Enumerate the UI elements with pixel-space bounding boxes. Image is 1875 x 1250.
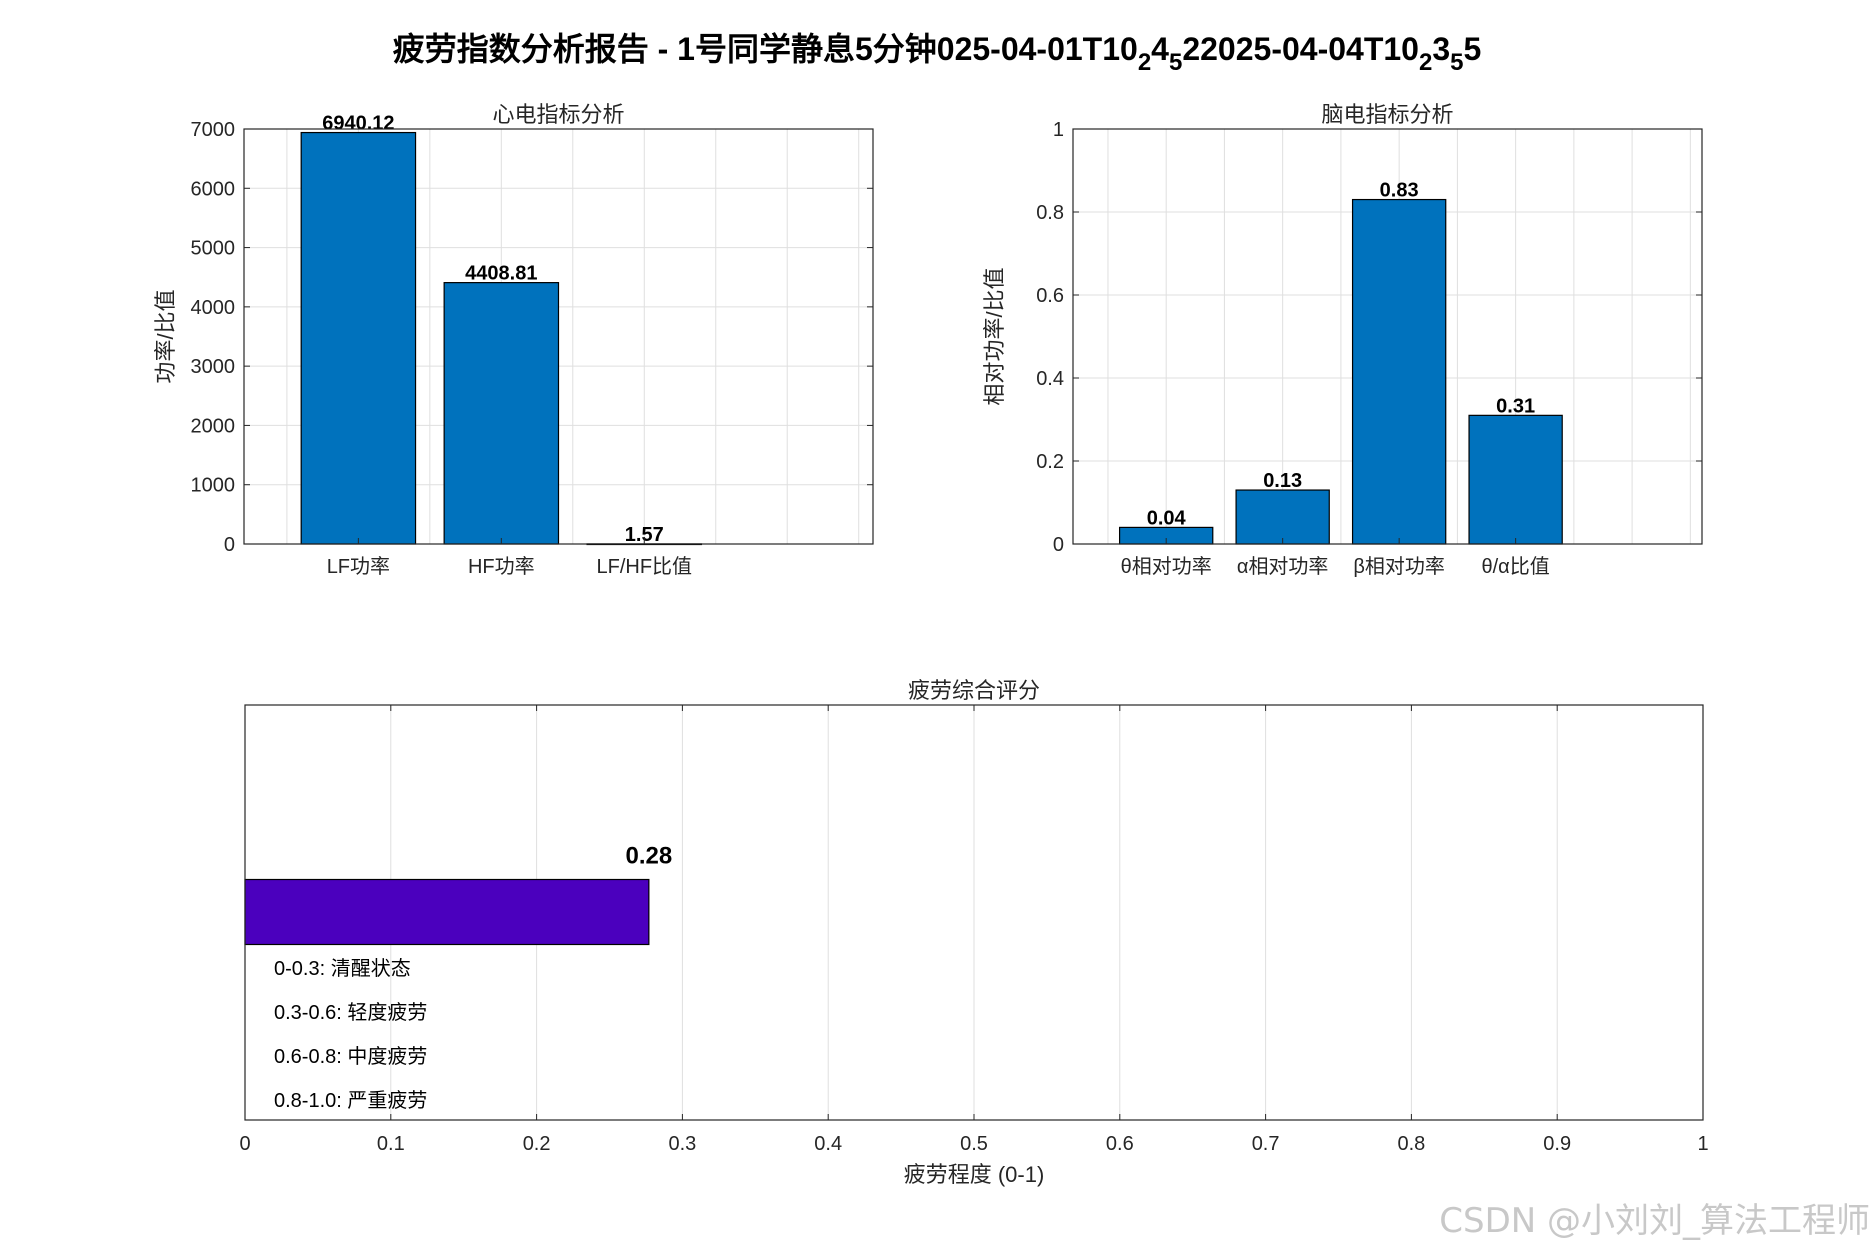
y-tick-label: 6000 bbox=[191, 178, 236, 200]
title-part: 4 bbox=[1151, 31, 1169, 67]
y-tick-label: 0 bbox=[224, 534, 235, 556]
x-tick-label: 0.2 bbox=[523, 1133, 551, 1155]
chart-title: 心电指标分析 bbox=[492, 102, 624, 127]
x-tick-label: α相对功率 bbox=[1237, 555, 1329, 578]
x-tick-label: 0.7 bbox=[1252, 1133, 1280, 1155]
x-tick-label: 0.4 bbox=[814, 1133, 842, 1155]
watermark: CSDN @小刘刘_算法工程师 bbox=[1439, 1201, 1870, 1241]
title-part: 5 bbox=[1450, 49, 1463, 76]
axes-box bbox=[1072, 128, 1703, 545]
y-tick-label: 0.2 bbox=[1036, 451, 1064, 473]
annotation: 0.8-1.0: 严重疲劳 bbox=[274, 1089, 427, 1112]
title-part: 5 bbox=[1463, 31, 1481, 67]
data-label: 1.57 bbox=[625, 524, 664, 546]
data-label: 0.13 bbox=[1263, 470, 1302, 492]
y-tick-label: 1000 bbox=[191, 475, 236, 497]
data-label: 0.31 bbox=[1496, 395, 1535, 417]
y-tick-label: 0.8 bbox=[1036, 202, 1064, 224]
y-tick-label: 0 bbox=[1053, 534, 1064, 556]
axes-box bbox=[243, 128, 874, 545]
fatigue-score-chart: 0 0.1 0.2 0.3 0.4 0.5 0.6 0.7 0.8 0.9 1 0.28 0-0.3: … bbox=[239, 678, 1708, 1187]
bar bbox=[1468, 414, 1563, 545]
eeg-chart: 0.04 θ相对功率 0.13 α相对功率 0.83 β相对功率 0.31 θ/α比值 0 0.2… bbox=[982, 102, 1703, 578]
y-tick-label: 1 bbox=[1053, 119, 1064, 141]
ecg-chart: 6940.12 LF功率 4408.81 HF功率 1.57 LF/HF比值 0 1000 20… bbox=[153, 102, 874, 578]
title-part: 5 bbox=[1169, 49, 1182, 76]
y-axis-label: 功率/比值 bbox=[153, 289, 178, 383]
title-part: 2 bbox=[1419, 49, 1432, 76]
y-tick-label: 3000 bbox=[191, 356, 236, 378]
x-tick-label: 0.5 bbox=[960, 1133, 988, 1155]
bar bbox=[443, 282, 560, 545]
x-tick-label: LF/HF比值 bbox=[596, 555, 692, 578]
x-tick-label: 0 bbox=[239, 1133, 250, 1155]
annotation: 0.3-0.6: 轻度疲劳 bbox=[274, 1001, 427, 1024]
x-tick-label: LF功率 bbox=[327, 555, 390, 578]
title-part: 2 bbox=[1138, 49, 1151, 76]
y-tick-label: 7000 bbox=[191, 119, 236, 141]
title-part: 22025-04-04T10 bbox=[1182, 31, 1419, 67]
y-axis-label: 相对功率/比值 bbox=[982, 267, 1007, 405]
chart-title: 脑电指标分析 bbox=[1321, 102, 1453, 127]
bar bbox=[1235, 489, 1330, 545]
annotation: 0.6-0.8: 中度疲劳 bbox=[274, 1045, 427, 1068]
data-label: 6940.12 bbox=[322, 113, 394, 135]
title-part: 3 bbox=[1432, 31, 1450, 67]
x-tick-label: θ相对功率 bbox=[1121, 555, 1212, 578]
x-tick-label: β相对功率 bbox=[1353, 555, 1445, 578]
x-axis-label: 疲劳程度 (0-1) bbox=[904, 1162, 1045, 1187]
x-tick-label: HF功率 bbox=[468, 555, 535, 578]
y-tick-label: 0.6 bbox=[1036, 285, 1064, 307]
figure-title: 疲劳指数分析报告 - 1号同学静息5分钟025-04-01T1024522025… bbox=[393, 31, 1482, 76]
x-tick-label: 0.6 bbox=[1106, 1133, 1134, 1155]
data-label: 0.04 bbox=[1147, 507, 1187, 529]
bar bbox=[1351, 198, 1447, 545]
x-tick-label: 0.8 bbox=[1397, 1133, 1425, 1155]
axes-box bbox=[244, 704, 1704, 1121]
y-tick-label: 0.4 bbox=[1036, 368, 1064, 390]
bar bbox=[244, 878, 650, 946]
x-tick-label: 0.3 bbox=[668, 1133, 696, 1155]
x-tick-label: 0.9 bbox=[1543, 1133, 1571, 1155]
data-label: 0.83 bbox=[1380, 180, 1419, 202]
y-tick-label: 2000 bbox=[191, 415, 236, 437]
y-tick-label: 4000 bbox=[191, 297, 236, 319]
x-tick-label: θ/α比值 bbox=[1482, 555, 1550, 578]
data-label: 0.28 bbox=[626, 843, 673, 870]
chart-title: 疲劳综合评分 bbox=[908, 678, 1040, 703]
data-label: 4408.81 bbox=[465, 263, 537, 285]
title-part: 疲劳指数分析报告 - 1号同学静息5分钟025-04-01T10 bbox=[393, 31, 1138, 67]
annotation: 0-0.3: 清醒状态 bbox=[274, 957, 411, 980]
x-tick-label: 0.1 bbox=[377, 1133, 405, 1155]
bar bbox=[300, 131, 417, 545]
x-tick-label: 1 bbox=[1697, 1133, 1708, 1155]
y-tick-label: 5000 bbox=[191, 238, 236, 260]
